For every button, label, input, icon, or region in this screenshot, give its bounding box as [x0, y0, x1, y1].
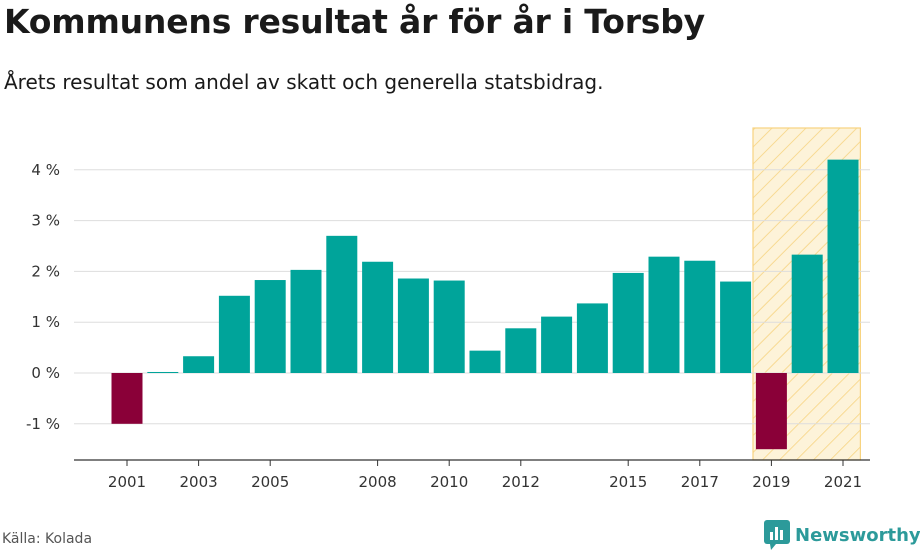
bar-2016 [648, 256, 680, 373]
y-tick-label: 4 % [31, 161, 60, 179]
newsworthy-logo-icon [764, 520, 790, 550]
chart-title: Kommunens resultat år för år i Torsby [4, 2, 705, 41]
x-tick-label: 2001 [108, 473, 146, 491]
bar-2008 [362, 261, 394, 373]
y-tick-label: -1 % [26, 415, 60, 433]
source-note: Källa: Kolada [2, 531, 93, 547]
bar-2011 [469, 350, 501, 373]
bar-2003 [183, 356, 215, 373]
x-tick-label: 2021 [824, 473, 862, 491]
bar-2015 [612, 272, 644, 373]
chart-subtitle: Årets resultat som andel av skatt och ge… [4, 70, 604, 94]
bar-2019 [755, 373, 787, 450]
bar-2009 [397, 278, 429, 373]
bar-2021 [827, 159, 859, 373]
x-tick-label: 2012 [502, 473, 540, 491]
bar-2013 [541, 316, 573, 373]
bar-2004 [218, 295, 250, 373]
brand-logo: Newsworthy [764, 520, 920, 550]
y-tick-label: 2 % [31, 262, 60, 280]
bar-2002 [147, 371, 179, 373]
y-tick-label: 3 % [31, 212, 60, 230]
x-tick-label: 2010 [430, 473, 468, 491]
bar-2005 [254, 280, 286, 373]
bar-2014 [576, 303, 608, 373]
brand-name: Newsworthy [795, 524, 920, 546]
bar-2018 [720, 281, 752, 373]
y-tick-label: 1 % [31, 313, 60, 331]
y-tick-label: 0 % [31, 364, 60, 382]
bar-2006 [290, 269, 322, 373]
x-tick-label: 2005 [251, 473, 289, 491]
bar-2010 [433, 280, 465, 373]
x-tick-label: 2017 [681, 473, 719, 491]
x-tick-label: 2015 [609, 473, 647, 491]
bar-2017 [684, 260, 716, 373]
bar-2020 [791, 254, 823, 373]
x-tick-label: 2019 [752, 473, 790, 491]
bar-2001 [111, 373, 143, 424]
x-tick-label: 2008 [359, 473, 397, 491]
x-tick-label: 2003 [180, 473, 218, 491]
bar-2007 [326, 235, 358, 373]
bar-2012 [505, 328, 537, 373]
